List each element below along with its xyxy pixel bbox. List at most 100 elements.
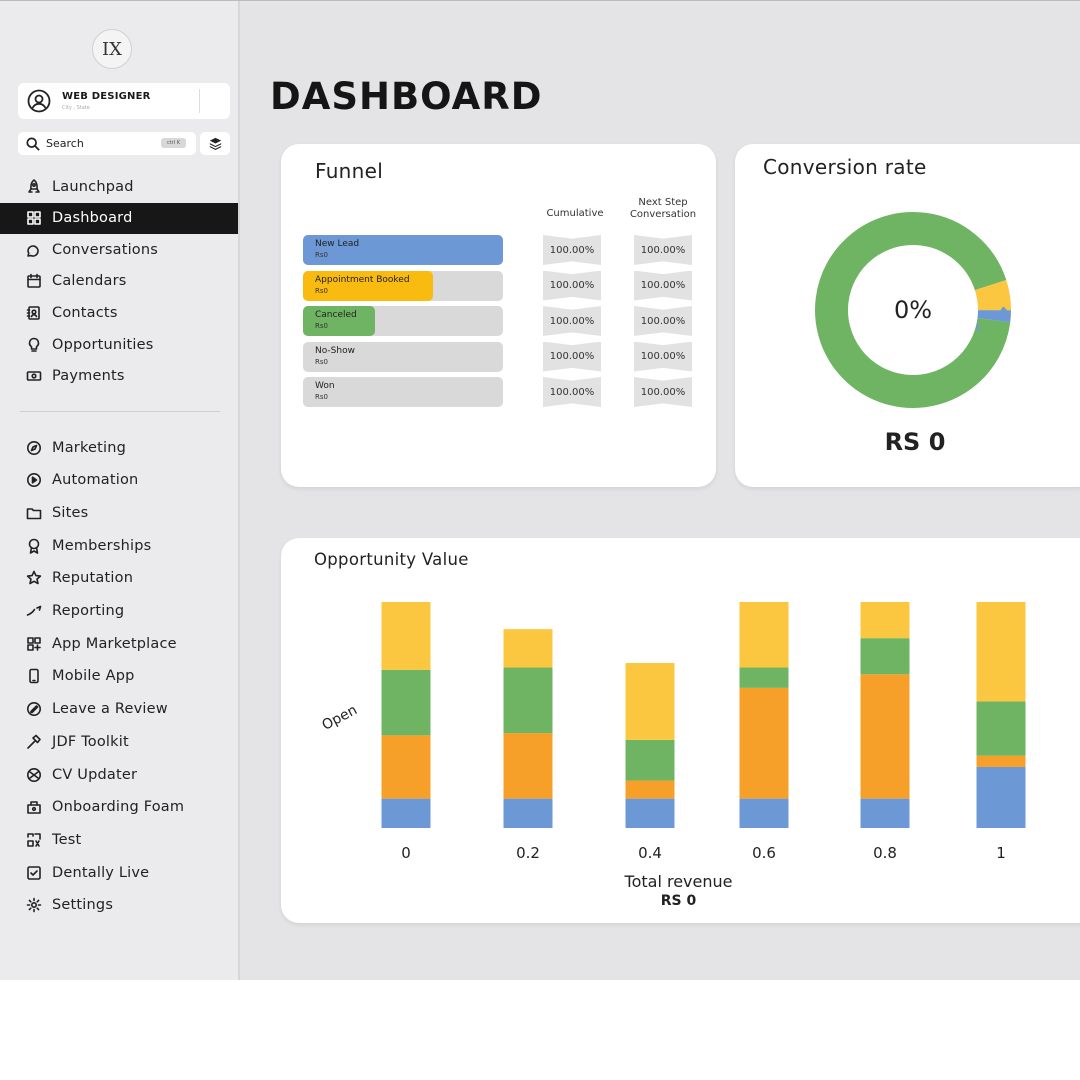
- funnel-stage-bar[interactable]: Won Rs0: [303, 377, 503, 407]
- bar-segment[interactable]: [503, 667, 553, 734]
- bar-segment[interactable]: [976, 701, 1026, 756]
- hammer-icon: [26, 734, 42, 750]
- gear-icon: [26, 897, 42, 913]
- bar-segment[interactable]: [976, 766, 1026, 828]
- sidebar-item-jdf-toolkit[interactable]: JDF Toolkit: [0, 726, 238, 757]
- x-tick-label: 0: [401, 844, 411, 862]
- funnel-stage-bar[interactable]: Appointment Booked Rs0: [303, 270, 503, 301]
- sidebar-item-settings[interactable]: Settings: [0, 890, 238, 921]
- profile-divider: [199, 89, 200, 113]
- sidebar-item-contacts[interactable]: Contacts: [0, 297, 238, 328]
- bar-segment[interactable]: [381, 669, 431, 736]
- star-icon: [26, 570, 42, 586]
- checkbox-icon: [26, 865, 42, 881]
- funnel-stage-value: Rs0: [315, 393, 328, 401]
- sidebar-item-leave-a-review[interactable]: Leave a Review: [0, 694, 238, 725]
- sidebar-item-dentally-live[interactable]: Dentally Live: [0, 857, 238, 888]
- opportunity-value-card: Opportunity Value 0 0.2 0.4 0.6 0.8 1 Open To…: [281, 538, 1080, 923]
- sidebar-item-sites[interactable]: Sites: [0, 497, 238, 528]
- sidebar-item-mobile-app[interactable]: Mobile App: [0, 661, 238, 692]
- sidebar-item-reporting[interactable]: Reporting: [0, 596, 238, 627]
- sidebar-item-label: Dentally Live: [52, 864, 150, 881]
- bar-segment[interactable]: [976, 602, 1026, 702]
- sidebar-item-onboarding-foam[interactable]: Onboarding Foam: [0, 792, 238, 823]
- cumulative-column-header: Cumulative: [546, 208, 604, 219]
- funnel-next-step-value: 100.00%: [634, 341, 692, 372]
- funnel-stage-label: Appointment Booked: [315, 274, 410, 285]
- bar-segment[interactable]: [739, 667, 789, 688]
- donut-segment[interactable]: [815, 212, 1011, 408]
- sidebar-item-app-marketplace[interactable]: App Marketplace: [0, 628, 238, 659]
- bar-segment[interactable]: [503, 798, 553, 828]
- bar-segment[interactable]: [381, 735, 431, 799]
- trend-icon: [26, 603, 42, 619]
- bar-segment[interactable]: [739, 798, 789, 828]
- sidebar-item-label: Marketing: [52, 439, 127, 456]
- x-tick-label: 0.8: [873, 844, 897, 862]
- sidebar-item-label: Leave a Review: [52, 701, 168, 718]
- bar-segment[interactable]: [739, 602, 789, 668]
- sidebar-item-conversations[interactable]: Conversations: [0, 234, 238, 265]
- sidebar-item-calendars[interactable]: Calendars: [0, 266, 238, 297]
- bar-segment[interactable]: [860, 798, 910, 828]
- user-avatar-icon: [27, 89, 51, 113]
- sidebar-item-memberships[interactable]: Memberships: [0, 530, 238, 561]
- bar-segment[interactable]: [976, 755, 1026, 767]
- sidebar: IX WEB DESIGNER City , State Search ctrl…: [0, 1, 240, 980]
- sidebar-item-cv-updater[interactable]: CV Updater: [0, 759, 238, 790]
- sidebar-item-label: Reputation: [52, 570, 134, 587]
- funnel-stage-bar[interactable]: No-Show Rs0: [303, 341, 503, 372]
- bar-segment[interactable]: [625, 798, 675, 828]
- funnel-stage-value: Rs0: [315, 322, 328, 330]
- layers-button[interactable]: [200, 132, 230, 155]
- search-input[interactable]: Search ctrl K: [18, 132, 196, 155]
- bar-segment[interactable]: [860, 638, 910, 675]
- sidebar-item-launchpad[interactable]: Launchpad: [0, 171, 238, 202]
- cash-icon: [26, 368, 42, 384]
- funnel-next-step-value: 100.00%: [634, 270, 692, 301]
- sidebar-item-marketing[interactable]: Marketing: [0, 432, 238, 463]
- sidebar-item-automation[interactable]: Automation: [0, 465, 238, 496]
- funnel-stage-bar[interactable]: Canceled Rs0: [303, 306, 503, 336]
- logo[interactable]: IX: [92, 29, 132, 69]
- automation-icon: [26, 472, 42, 488]
- bar-segment[interactable]: [381, 602, 431, 670]
- conversion-card: Conversion rate 0% RS 0: [735, 144, 1080, 487]
- grid-icon: [26, 210, 42, 226]
- conversion-total: RS 0: [884, 428, 946, 456]
- funnel-title: Funnel: [315, 159, 384, 183]
- bar-segment[interactable]: [860, 602, 910, 639]
- apps-icon: [26, 636, 42, 652]
- review-icon: [26, 701, 42, 717]
- funnel-next-step-value: 100.00%: [634, 306, 692, 336]
- bar-segment[interactable]: [503, 629, 553, 668]
- sidebar-item-payments[interactable]: Payments: [0, 361, 238, 392]
- sidebar-item-dashboard[interactable]: Dashboard: [0, 202, 238, 234]
- bar-segment[interactable]: [625, 739, 675, 781]
- funnel-stage-label: Won: [315, 381, 335, 391]
- funnel-cumulative-value: 100.00%: [543, 235, 601, 265]
- x-tick-label: 0.6: [752, 844, 776, 862]
- sidebar-item-reputation[interactable]: Reputation: [0, 563, 238, 594]
- profile-switcher[interactable]: WEB DESIGNER City , State: [18, 83, 230, 119]
- sidebar-item-label: Calendars: [52, 273, 127, 290]
- sidebar-item-test[interactable]: Test: [0, 824, 238, 855]
- x-tick-label: 1: [996, 844, 1006, 862]
- conversion-percentage: 0%: [893, 296, 933, 324]
- funnel-stage-bar[interactable]: New Lead Rs0: [303, 235, 503, 265]
- layers-icon: [209, 137, 221, 150]
- bar-segment[interactable]: [625, 663, 675, 740]
- donut-chart: [815, 212, 1011, 408]
- bar-segment[interactable]: [381, 798, 431, 828]
- sidebar-item-label: Launchpad: [52, 178, 134, 195]
- badge-icon: [26, 538, 42, 554]
- bar-segment[interactable]: [625, 780, 675, 799]
- phone-icon: [26, 668, 42, 684]
- x-tick-label: 0.2: [516, 844, 540, 862]
- sidebar-item-label: Conversations: [52, 241, 159, 258]
- folder-icon: [26, 505, 42, 521]
- bar-segment[interactable]: [503, 733, 553, 799]
- bar-segment[interactable]: [739, 687, 789, 799]
- bar-segment[interactable]: [860, 674, 910, 799]
- sidebar-item-opportunities[interactable]: Opportunities: [0, 329, 238, 360]
